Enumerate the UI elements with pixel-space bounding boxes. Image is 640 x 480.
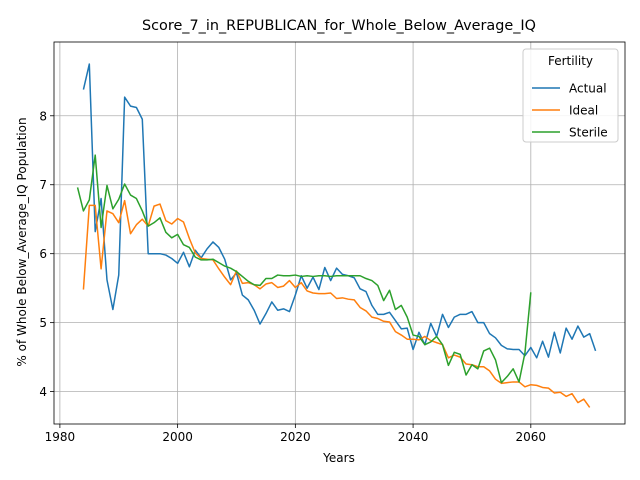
y-tick-label: 7: [39, 178, 47, 192]
series-lines: [76, 63, 597, 408]
legend: Fertility Actual Ideal Sterile: [522, 48, 619, 143]
legend-label-ideal: Ideal: [569, 104, 598, 118]
x-axis-ticks: 1980 2000 2020 2040 2060: [45, 424, 546, 444]
legend-label-actual: Actual: [569, 82, 607, 96]
y-tick-label: 8: [39, 109, 47, 123]
x-tick-label: 2020: [280, 430, 311, 444]
legend-label-sterile: Sterile: [569, 126, 608, 140]
y-tick-label: 5: [39, 316, 47, 330]
series-line-sterile: [76, 154, 532, 384]
x-tick-label: 2040: [398, 430, 429, 444]
y-axis-label: % of Whole Below_Average_IQ Population: [15, 117, 29, 366]
chart-title: Score_7_in_REPUBLICAN_for_Whole_Below_Av…: [142, 18, 536, 34]
plot-frame: [53, 41, 626, 425]
series-line-actual: [82, 63, 597, 359]
x-tick-label: 2060: [516, 430, 547, 444]
legend-box: [522, 48, 619, 143]
y-tick-label: 4: [39, 385, 47, 399]
x-axis-label: Years: [322, 451, 355, 465]
series-line-ideal: [82, 199, 591, 408]
x-tick-label: 2000: [162, 430, 193, 444]
y-axis-ticks: 4 5 6 7 8: [39, 109, 54, 399]
x-tick-label: 1980: [45, 430, 76, 444]
y-tick-label: 6: [39, 247, 47, 261]
legend-title: Fertility: [548, 54, 593, 68]
